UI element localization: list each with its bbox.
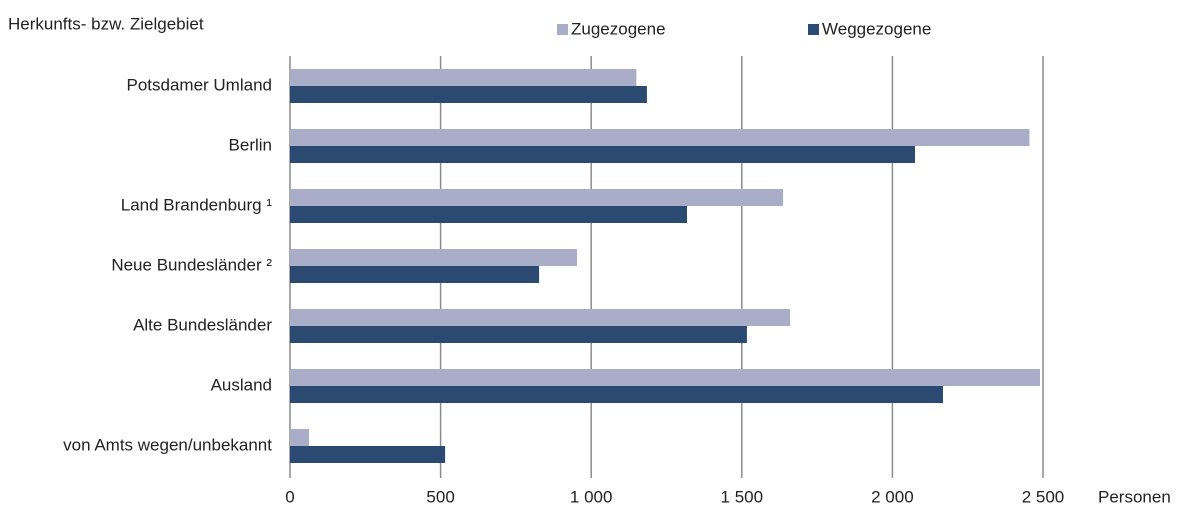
bar [290,309,790,326]
bar [290,189,784,206]
y-tick-label: Alte Bundesländer [133,315,272,334]
chart-title: Herkunfts- bzw. Zielgebiet [8,14,204,33]
bar [290,386,944,403]
bar [290,266,540,283]
legend-swatch [557,24,568,35]
legend-label: Zugezogene [571,19,666,38]
bar [290,146,915,163]
bar [290,369,1040,386]
x-tick-label: 500 [426,487,454,506]
x-tick-label: 1 000 [570,487,613,506]
bar [290,69,637,86]
bar [290,249,578,266]
bar [290,206,687,223]
bar [290,129,1030,146]
x-tick-label: 2 500 [1022,487,1065,506]
x-tick-label: 2 000 [871,487,914,506]
bar [290,446,446,463]
y-tick-label: Neue Bundesländer ² [111,255,272,274]
y-tick-label: Ausland [211,375,272,394]
y-tick-label: von Amts wegen/unbekannt [63,435,272,454]
y-tick-label: Potsdamer Umland [126,75,272,94]
bar [290,326,747,343]
y-tick-label: Berlin [229,135,272,154]
x-tick-label: 1 500 [721,487,764,506]
bar [290,429,309,446]
legend-label: Weggezogene [822,19,931,38]
bar [290,86,647,103]
y-tick-label: Land Brandenburg ¹ [121,195,273,214]
x-tick-label: 0 [285,487,294,506]
legend-swatch [808,24,819,35]
x-axis-label: Personen [1098,487,1171,506]
